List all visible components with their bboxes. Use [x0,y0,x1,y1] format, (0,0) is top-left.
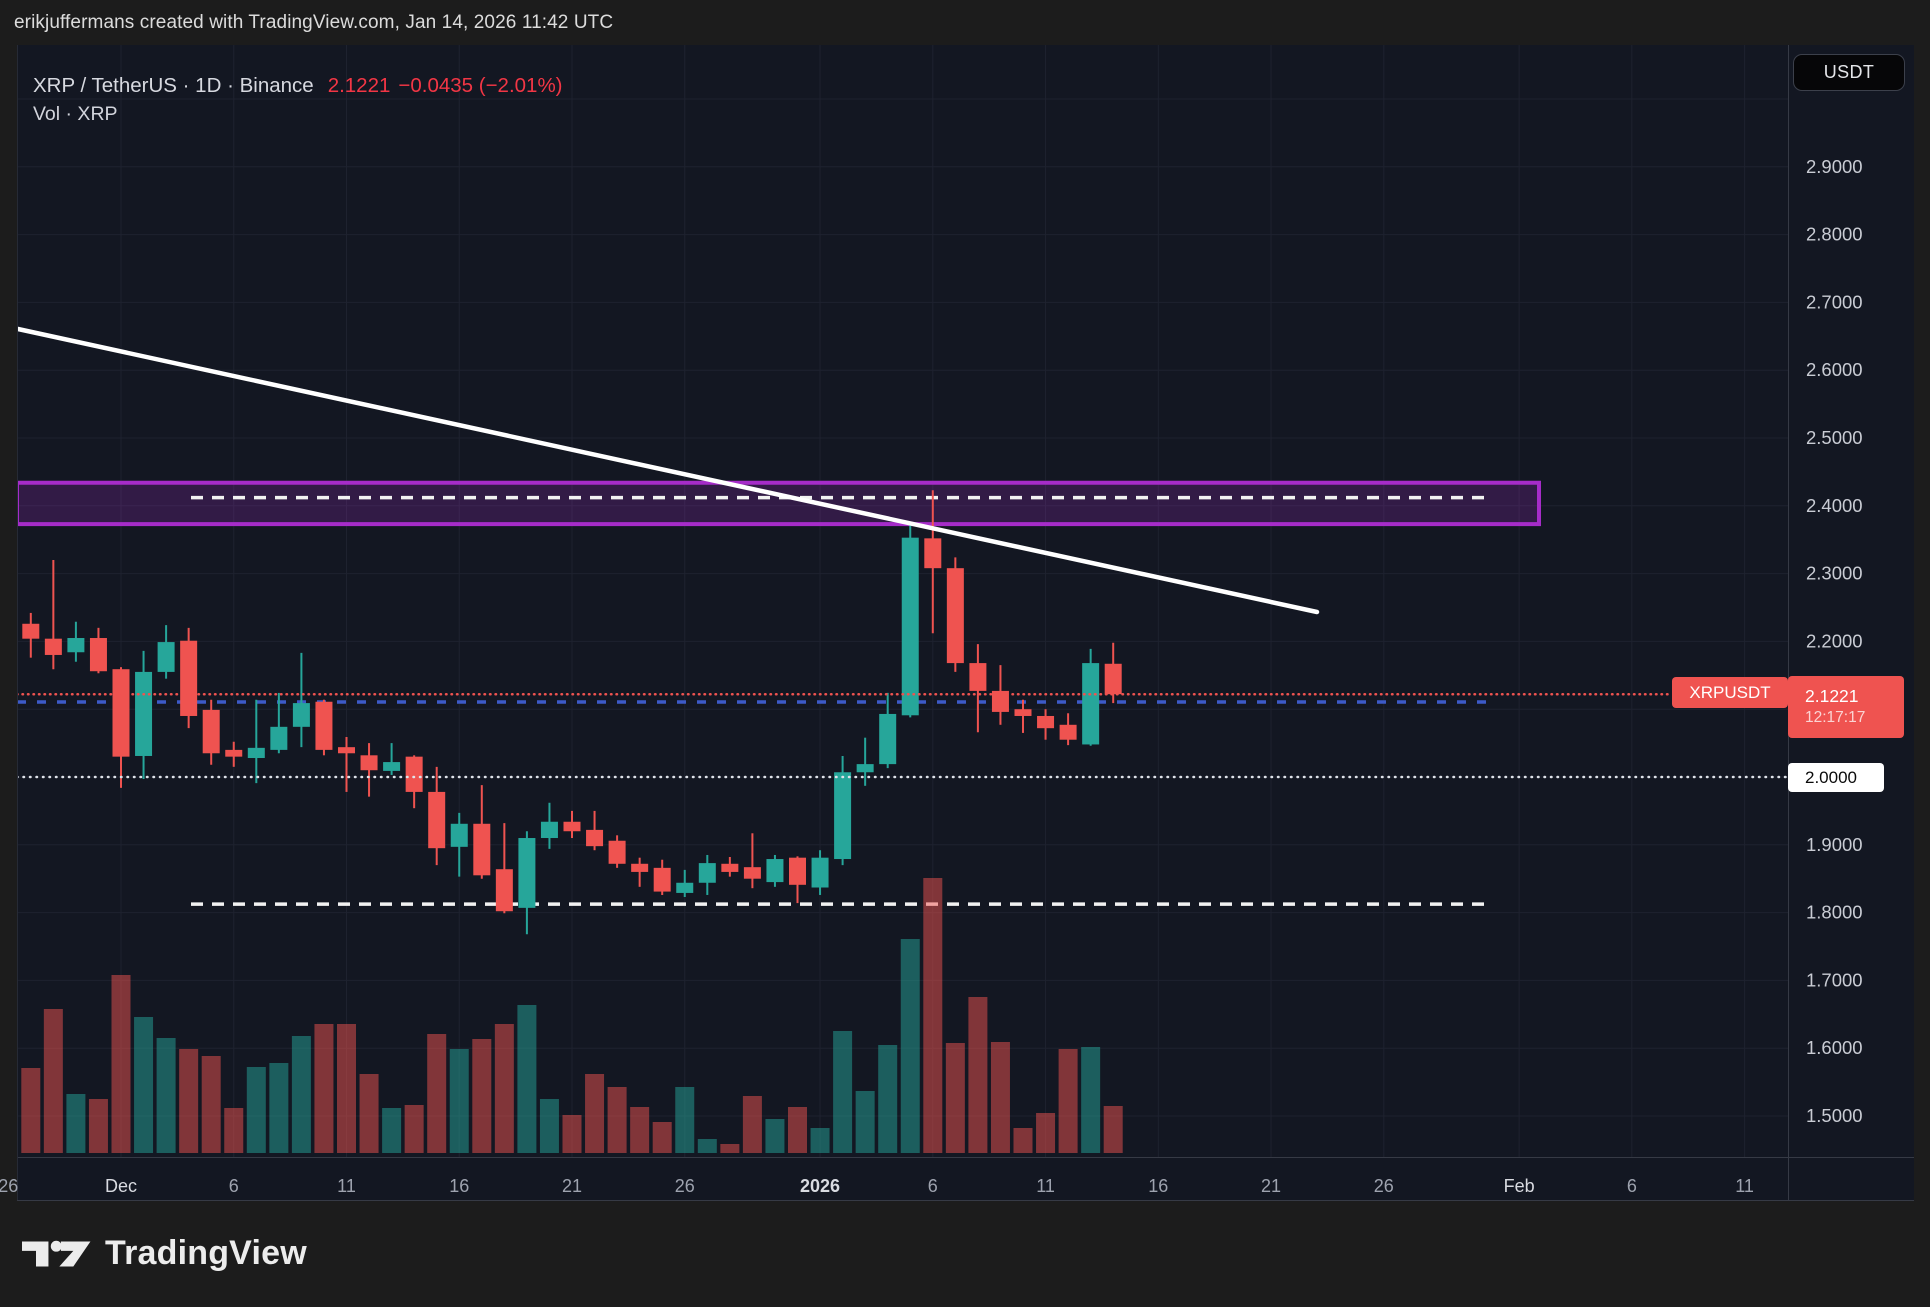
svg-text:21: 21 [562,1176,582,1196]
svg-text:16: 16 [449,1176,469,1196]
svg-text:2.4000: 2.4000 [1806,495,1863,516]
svg-text:16: 16 [1148,1176,1168,1196]
svg-text:21: 21 [1261,1176,1281,1196]
svg-text:6: 6 [229,1176,239,1196]
svg-text:1.7000: 1.7000 [1806,969,1863,990]
volume-legend[interactable]: Vol · XRP [33,103,118,125]
svg-text:26: 26 [0,1176,18,1196]
svg-text:2.6000: 2.6000 [1806,359,1863,380]
symbol-legend[interactable]: XRP / TetherUS · 1D · Binance 2.1221 −0.04… [33,74,563,98]
price-line-symbol-tag: XRPUSDT [1672,677,1788,708]
svg-text:2.3000: 2.3000 [1806,563,1863,584]
attribution-text: erikjuffermans created with TradingView.… [14,12,614,33]
legend-change: −0.0435 (−2.01%) [398,74,563,97]
svg-text:1.8000: 1.8000 [1806,902,1863,923]
last-price-axis-tag: 2.1221 12:17:17 [1788,676,1904,738]
tradingview-logo-text: TradingView [105,1234,307,1272]
svg-text:2.8000: 2.8000 [1806,224,1863,245]
svg-text:11: 11 [1735,1176,1754,1196]
svg-text:2.9000: 2.9000 [1806,156,1863,177]
svg-text:26: 26 [675,1176,695,1196]
svg-text:11: 11 [1036,1176,1055,1196]
legend-symbol-text: XRP / TetherUS · 1D · Binance [33,74,314,97]
last-price-value: 2.1221 [1805,685,1859,706]
bar-countdown: 12:17:17 [1805,709,1866,727]
tradingview-logo-icon [22,1240,91,1266]
level-2-axis-tag: 2.0000 [1788,763,1884,792]
svg-text:11: 11 [337,1176,356,1196]
tradingview-logo[interactable]: TradingView [22,1234,307,1273]
svg-text:1.6000: 1.6000 [1806,1037,1863,1058]
svg-text:6: 6 [928,1176,938,1196]
currency-toggle-button[interactable]: USDT [1793,54,1905,91]
svg-text:Feb: Feb [1504,1176,1535,1196]
svg-text:1.9000: 1.9000 [1806,834,1863,855]
svg-text:1.5000: 1.5000 [1806,1105,1863,1126]
svg-text:Dec: Dec [105,1176,137,1196]
chart-pane-background [17,45,1914,1200]
svg-text:2.5000: 2.5000 [1806,427,1863,448]
legend-last-price: 2.1221 [327,74,391,97]
svg-text:26: 26 [1374,1176,1394,1196]
svg-text:2026: 2026 [800,1176,840,1196]
svg-text:2.7000: 2.7000 [1806,291,1863,312]
svg-text:6: 6 [1627,1176,1637,1196]
svg-text:2.2000: 2.2000 [1806,630,1863,651]
